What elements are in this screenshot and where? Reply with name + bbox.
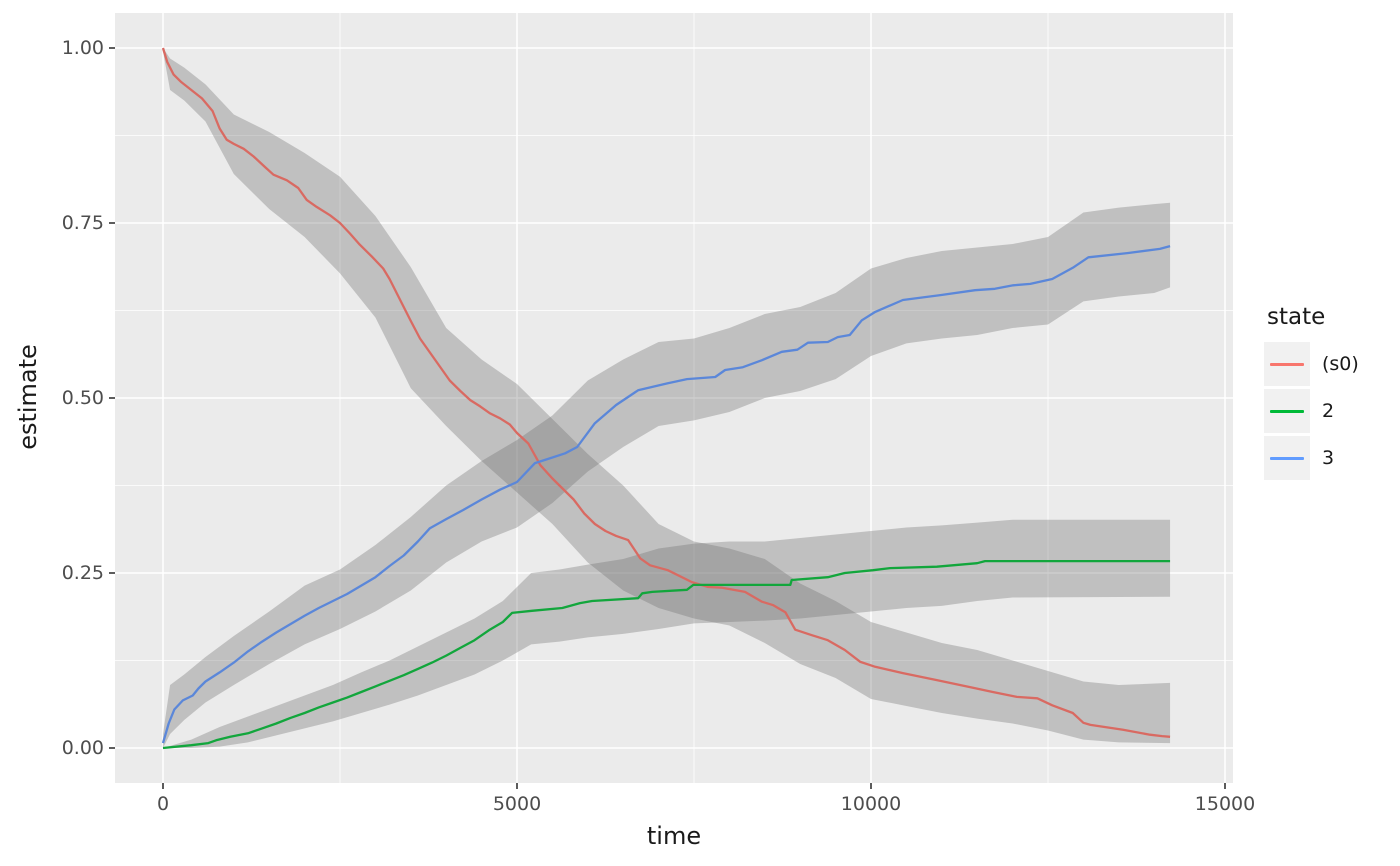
legend-entry: 2 [1264,389,1359,433]
x-tick-label: 10000 [840,793,902,815]
legend-entry: 3 [1264,436,1359,480]
legend-entry-label: 2 [1322,400,1335,422]
axis-ticks [109,47,1226,789]
legend-line-icon [1270,456,1304,460]
legend-key-swatch [1264,389,1310,433]
legend-key-swatch [1264,342,1310,386]
legend-key-swatch [1264,436,1310,480]
grid-major [115,13,1233,783]
legend-entry: (s0) [1264,342,1359,386]
series-layer [161,47,1171,750]
x-axis-title: time [646,822,702,850]
x-tick-label: 5000 [492,793,542,815]
legend: state (s0) 2 3 [1264,304,1359,483]
y-axis-title: estimate [14,344,42,450]
y-tick-label: 0.00 [61,737,104,759]
x-tick-label: 15000 [1194,793,1256,815]
legend-entry-label: (s0) [1322,353,1359,375]
legend-line-icon [1270,362,1304,366]
x-tick-label: 0 [156,793,170,815]
y-tick-label: 0.75 [61,212,104,234]
confidence-band-(s0) [163,48,1171,744]
legend-title: state [1267,304,1326,330]
y-tick-label: 0.25 [61,562,104,584]
legend-line-icon [1270,409,1304,413]
legend-entry-label: 3 [1322,447,1335,469]
y-tick-label: 1.00 [61,37,104,59]
series-line-2 [162,559,1171,750]
y-tick-label: 0.50 [61,387,104,409]
confidence-band-3 [163,202,1171,748]
series-line-3 [161,244,1171,744]
series-line-(s0) [161,47,1171,738]
confidence-band-2 [163,519,1171,748]
